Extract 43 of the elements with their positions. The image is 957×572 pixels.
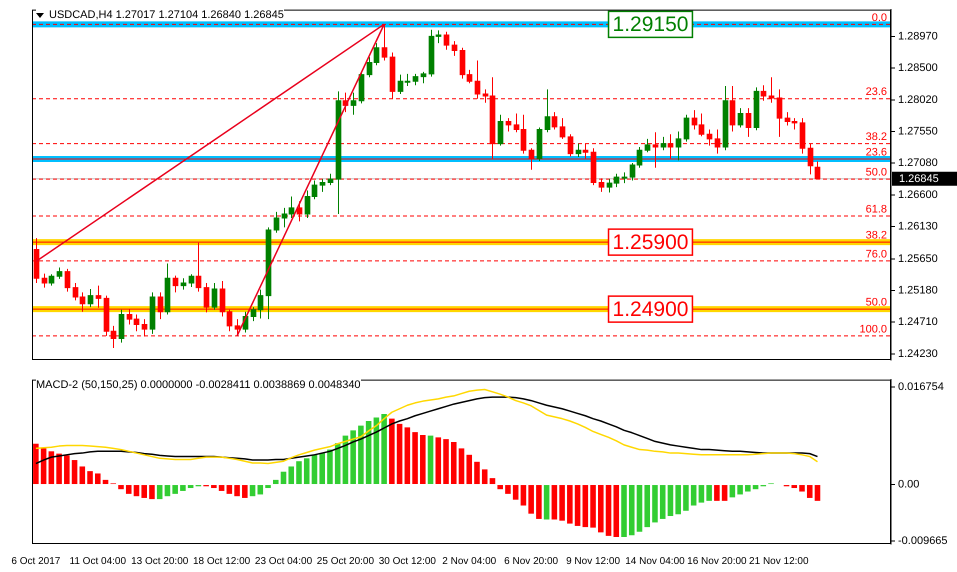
- y-tick-label: 1.28020: [898, 94, 938, 106]
- y-tick-label: 0.00: [898, 478, 920, 491]
- chart-title: USDCAD,H4 1.27017 1.27104 1.26840 1.26845: [49, 9, 284, 21]
- x-tick-label: 14 Nov 04:00: [625, 556, 686, 567]
- y-tick-label: 0.016754: [898, 380, 944, 393]
- annotation: 23.6: [866, 146, 887, 159]
- x-tick-label: 30 Oct 12:00: [378, 556, 436, 567]
- x-tick-label: 21 Nov 12:00: [749, 556, 809, 567]
- x-tick-label: 16 Nov 20:00: [687, 556, 748, 567]
- x-tick-label: 6 Nov 20:00: [504, 556, 559, 567]
- annotation: 50.0: [866, 296, 887, 309]
- x-tick-label: 13 Oct 20:00: [131, 556, 189, 567]
- annotation: 61.8: [866, 203, 887, 216]
- y-tick-label: -0.009665: [898, 534, 948, 547]
- x-tick-label: 23 Oct 04:00: [254, 556, 313, 567]
- x-tick-label: 9 Nov 12:00: [566, 556, 620, 567]
- y-tick-label: 1.24230: [898, 348, 938, 360]
- annotation: 0.0: [872, 12, 887, 24]
- y-tick-label: 1.25180: [898, 284, 938, 296]
- annotation: 38.2: [866, 230, 887, 242]
- annotation: 100.0: [859, 323, 887, 336]
- y-tick-label: 1.26130: [898, 220, 938, 233]
- y-tick-label: 1.28970: [898, 30, 938, 42]
- annotation: 38.2: [866, 131, 887, 144]
- y-tick-label: 1.25650: [898, 252, 938, 265]
- annotation: 76.0: [866, 248, 887, 260]
- x-tick-label: 6 Oct 2017: [11, 556, 61, 567]
- y-tick-label: 1.24710: [898, 316, 938, 328]
- ref-line-label: 1.26845: [899, 172, 939, 185]
- chart-title: MACD-2 (50,150,25) 0.0000000 -0.0028411 0.0038869 0.0048340: [36, 379, 361, 391]
- annotation: 23.6: [866, 86, 887, 98]
- x-tick-label: 25 Oct 20:00: [316, 556, 374, 567]
- y-tick-label: 1.27550: [898, 126, 938, 138]
- y-tick-label: 1.27080: [898, 157, 938, 170]
- ref-line-label: 1.29150: [612, 13, 688, 36]
- y-tick-label: 1.28500: [898, 62, 938, 74]
- x-tick-label: 11 Oct 04:00: [70, 556, 126, 567]
- y-tick-label: 1.26600: [898, 189, 938, 202]
- ref-line-label: 1.24900: [612, 298, 688, 321]
- ref-line-label: 1.25900: [612, 230, 688, 254]
- annotation: 50.0: [866, 166, 887, 179]
- x-tick-label: 18 Oct 12:00: [192, 556, 251, 567]
- x-tick-label: 2 Nov 04:00: [442, 556, 497, 567]
